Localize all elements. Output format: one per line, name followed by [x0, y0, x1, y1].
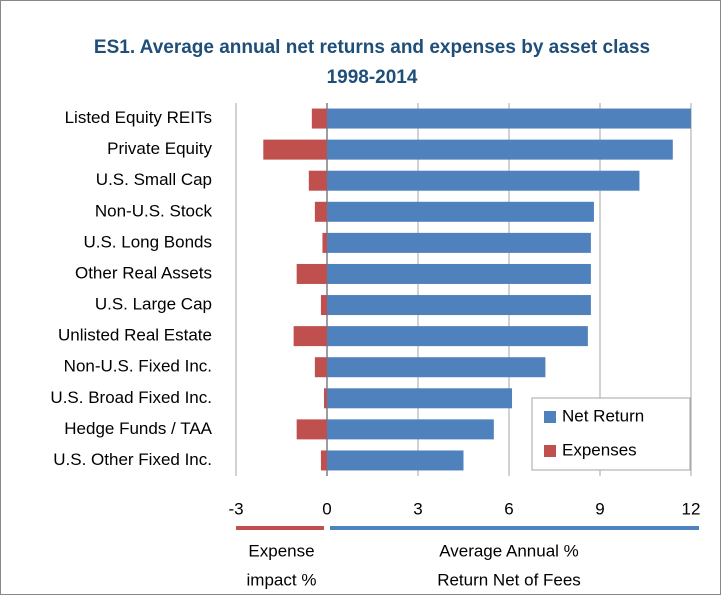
y-tick-label: U.S. Broad Fixed Inc.: [50, 388, 212, 407]
y-tick-label: Hedge Funds / TAA: [64, 419, 212, 438]
bar: [327, 357, 546, 378]
bar: [263, 139, 327, 160]
bar: [327, 170, 640, 191]
bar: [314, 201, 327, 222]
bar: [327, 419, 494, 440]
x-tick-label: 9: [595, 499, 604, 518]
y-tick-label: U.S. Other Fixed Inc.: [53, 450, 212, 469]
y-tick-label: Non-U.S. Fixed Inc.: [64, 357, 212, 376]
bar: [322, 232, 327, 253]
bar: [327, 139, 673, 160]
bar: [296, 263, 327, 284]
bar: [320, 450, 327, 471]
legend-box: [531, 397, 691, 471]
bar: [320, 295, 327, 316]
y-tick-label: Listed Equity REITs: [65, 108, 212, 127]
x-tick-label: 6: [504, 499, 513, 518]
bar: [311, 108, 327, 129]
y-tick-label: Unlisted Real Estate: [58, 326, 212, 345]
x-tick-label: 3: [413, 499, 422, 518]
bar: [327, 388, 513, 409]
x-axis-label: Average Annual %: [439, 541, 579, 560]
legend-label: Expenses: [562, 440, 637, 459]
y-tick-label: U.S. Small Cap: [96, 170, 212, 189]
chart-title: ES1. Average annual net returns and expe…: [94, 37, 650, 58]
bar: [293, 326, 327, 347]
bar: [327, 263, 591, 284]
y-tick-label: U.S. Large Cap: [95, 295, 212, 314]
bar: [327, 201, 594, 222]
bar: [314, 357, 327, 378]
x-axis-label: Return Net of Fees: [437, 570, 581, 589]
x-axis-label: Expense: [248, 541, 314, 560]
y-tick-label: Private Equity: [107, 139, 212, 158]
y-tick-label: Other Real Assets: [75, 263, 212, 282]
bar: [327, 108, 691, 129]
bar: [327, 295, 591, 316]
bar: [296, 419, 327, 440]
legend-label: Net Return: [562, 406, 644, 425]
chart-title: 1998-2014: [327, 67, 418, 88]
bar: [327, 450, 464, 471]
bar: [308, 170, 327, 191]
legend-swatch: [544, 445, 556, 457]
bar: [327, 326, 588, 347]
legend-swatch: [544, 411, 556, 423]
y-tick-label: U.S. Long Bonds: [83, 232, 212, 251]
x-tick-label: -3: [228, 499, 243, 518]
x-tick-label: 12: [682, 499, 701, 518]
bar: [327, 232, 591, 253]
y-tick-label: Non-U.S. Stock: [95, 201, 213, 220]
x-axis-label: impact %: [247, 570, 317, 589]
x-tick-label: 0: [322, 499, 331, 518]
bar: [323, 388, 327, 409]
